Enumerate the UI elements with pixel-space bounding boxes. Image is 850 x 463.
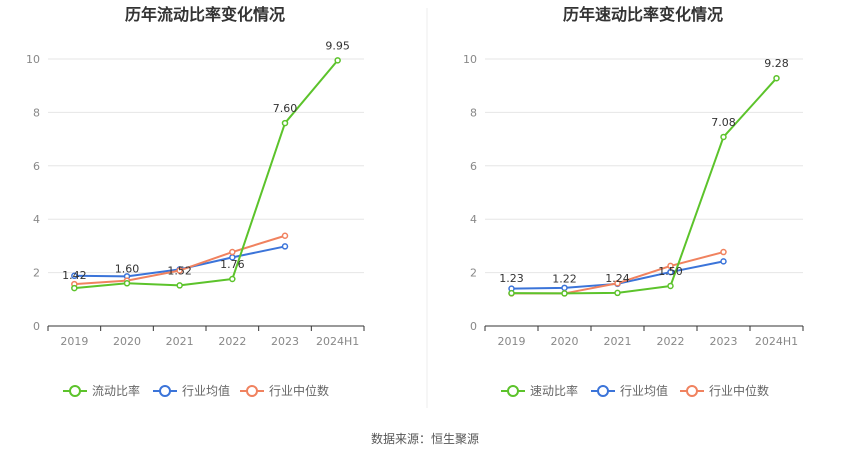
- legend-item[interactable]: 流动比率: [63, 383, 140, 398]
- legend-item[interactable]: 行业均值: [153, 383, 230, 398]
- legend-marker: [69, 385, 81, 397]
- data-point: [123, 280, 131, 287]
- data-point: [773, 74, 780, 82]
- y-tick-label: 2: [470, 267, 477, 280]
- data-point: [334, 57, 341, 64]
- data-point: [229, 275, 236, 283]
- x-tick-label: 2023: [271, 335, 299, 348]
- data-label: 1.60: [115, 262, 140, 275]
- x-tick-label: 2024H1: [316, 335, 359, 348]
- data-label: 1.23: [499, 272, 524, 285]
- y-tick-label: 0: [33, 320, 40, 333]
- x-tick-label: 2019: [60, 335, 88, 348]
- y-tick-label: 8: [470, 106, 477, 119]
- data-point: [614, 289, 621, 297]
- data-point: [614, 280, 621, 287]
- data-point: [176, 267, 183, 274]
- data-point: [667, 282, 674, 290]
- data-label: 1.50: [658, 265, 683, 278]
- legend-label: 速动比率: [530, 383, 578, 398]
- data-label: 7.08: [711, 116, 736, 129]
- data-point: [508, 289, 515, 297]
- data-point: [281, 232, 289, 240]
- legend-label: 行业中位数: [709, 383, 769, 398]
- y-tick-label: 4: [470, 213, 477, 226]
- y-tick-label: 4: [33, 213, 40, 226]
- legend-label: 行业均值: [182, 383, 230, 398]
- legend-label: 行业均值: [620, 383, 668, 398]
- legend-label: 行业中位数: [269, 383, 329, 398]
- y-tick-label: 6: [470, 160, 477, 173]
- x-tick-label: 2022: [218, 335, 246, 348]
- data-point: [561, 284, 568, 292]
- source-note: 数据来源：恒生聚源: [371, 431, 479, 446]
- legend-item[interactable]: 行业均值: [591, 383, 668, 398]
- y-tick-label: 10: [26, 53, 40, 66]
- data-point: [229, 248, 236, 256]
- chart-title: 历年流动比率变化情况: [125, 5, 285, 24]
- x-tick-label: 2019: [498, 335, 526, 348]
- x-tick-label: 2022: [657, 335, 685, 348]
- data-label: 1.76: [220, 258, 245, 271]
- data-label: 1.24: [605, 272, 630, 285]
- data-point: [71, 272, 78, 280]
- y-tick-label: 10: [463, 53, 477, 66]
- data-label: 7.60: [273, 102, 298, 115]
- x-tick-label: 2021: [166, 335, 194, 348]
- x-tick-label: 2024H1: [755, 335, 798, 348]
- chart-title: 历年速动比率变化情况: [563, 5, 723, 24]
- legend-marker: [246, 385, 258, 397]
- y-tick-label: 0: [470, 320, 477, 333]
- data-point: [176, 282, 183, 289]
- y-tick-label: 2: [33, 267, 40, 280]
- legend-label: 流动比率: [92, 383, 140, 398]
- data-point: [667, 268, 674, 276]
- x-tick-label: 2020: [551, 335, 579, 348]
- data-label: 9.28: [764, 57, 789, 70]
- data-label: 9.95: [325, 39, 350, 52]
- data-point: [720, 248, 727, 256]
- legend-item[interactable]: 行业中位数: [680, 383, 769, 398]
- data-point: [720, 258, 727, 265]
- legend-item[interactable]: 速动比率: [501, 383, 578, 398]
- data-label: 1.22: [552, 272, 577, 285]
- current-ratio-chart: 历年流动比率变化情况 0 2 4 6 8 10 2019 2020 2021 2022 2023 20…: [26, 5, 365, 398]
- data-point: [281, 243, 289, 250]
- y-tick-label: 8: [33, 106, 40, 119]
- legend-marker: [159, 385, 171, 397]
- y-tick-label: 6: [33, 160, 40, 173]
- data-label: 1.42: [62, 269, 87, 282]
- legend-marker: [507, 385, 519, 397]
- quick-ratio-chart: 历年速动比率变化情况 0 2 4 6 8 10 2019 2020 2021 2022 2023 20…: [463, 5, 804, 398]
- data-label: 1.52: [167, 264, 192, 277]
- series-line: [511, 77, 778, 295]
- x-tick-label: 2020: [113, 335, 141, 348]
- x-tick-label: 2023: [710, 335, 738, 348]
- legend-marker: [597, 385, 609, 397]
- legend-marker: [686, 385, 698, 397]
- data-point: [667, 262, 674, 270]
- data-point: [561, 290, 568, 297]
- data-point: [281, 119, 289, 127]
- x-tick-label: 2021: [604, 335, 632, 348]
- legend-item[interactable]: 行业中位数: [240, 383, 329, 398]
- data-point: [720, 133, 727, 141]
- series-line: [74, 59, 339, 290]
- data-point: [71, 284, 78, 292]
